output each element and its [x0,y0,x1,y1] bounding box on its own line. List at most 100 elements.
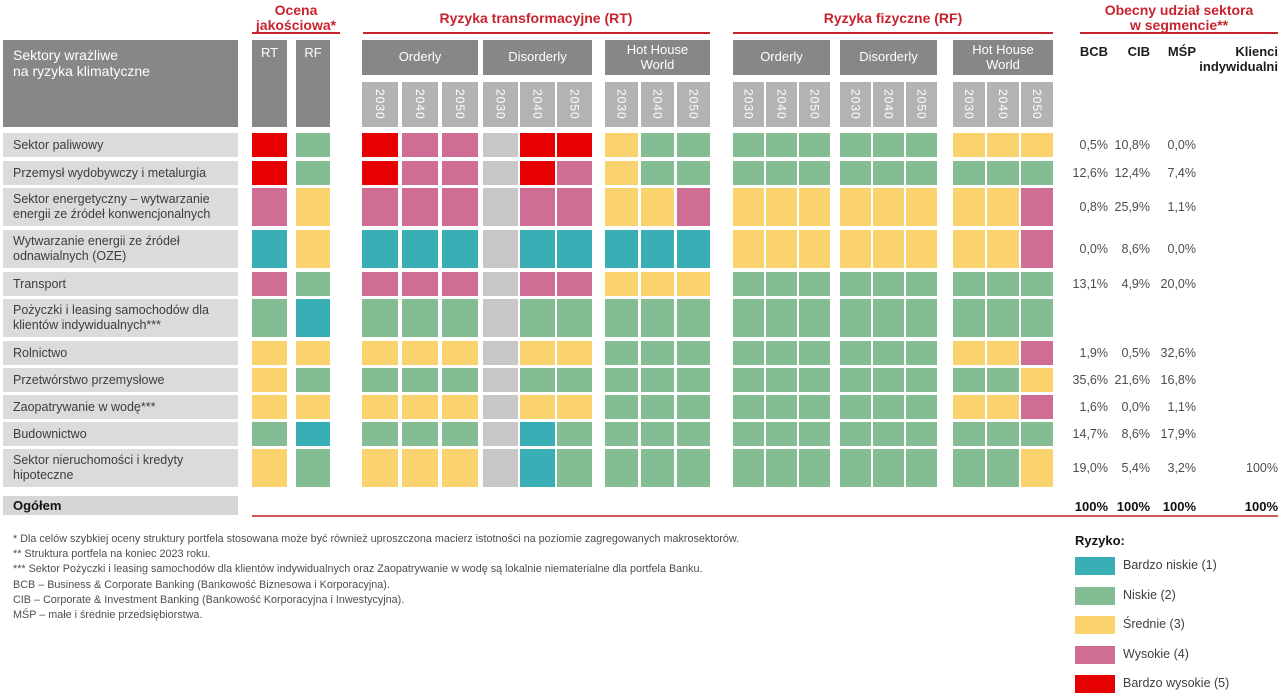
share-value: 19,0% [1072,460,1108,475]
risk-cell [873,188,904,226]
risk-cell [840,161,871,185]
year-header: 2030 [362,82,398,127]
quality-risk-cell [252,299,287,337]
share-value: 12,4% [1114,165,1150,180]
risk-cell [641,449,674,487]
risk-cell [483,341,518,365]
risk-cell [605,341,638,365]
quality-risk-cell [296,299,330,337]
risk-cell [442,161,478,185]
risk-cell [733,230,764,268]
legend-swatch [1075,586,1115,605]
share-value: 1,6% [1079,399,1109,414]
risk-cell [641,133,674,157]
share-value: 20,0% [1160,276,1196,291]
quality-risk-cell [296,422,330,446]
quality-rf-header: RF [296,40,330,127]
risk-cell [362,272,398,296]
quality-risk-cell [252,395,287,419]
year-label: 2030 [848,89,863,120]
risk-cell [1021,272,1053,296]
year-label: 2050 [567,89,582,120]
risk-cell [677,449,710,487]
risk-cell [402,161,438,185]
risk-cell [840,395,871,419]
year-header: 2030 [733,82,764,127]
risk-cell [520,188,555,226]
segment-header-msp: MŚP [1167,44,1196,59]
year-label: 2040 [530,89,545,120]
year-label: 2030 [493,89,508,120]
risk-cell [799,368,830,392]
risk-cell [733,299,764,337]
risk-cell [799,341,830,365]
quality-risk-cell [252,368,287,392]
share-value: 8,6% [1121,241,1151,256]
total-value-individual: 100% [1244,499,1278,514]
risk-cell [442,341,478,365]
risk-cell [906,395,937,419]
risk-cell [442,395,478,419]
risk-cell [840,341,871,365]
risk-cell [520,272,555,296]
risk-cell [766,299,797,337]
quality-risk-cell [296,341,330,365]
risk-cell [799,299,830,337]
quality-risk-cell [252,422,287,446]
risk-cell [677,133,710,157]
risk-cell [873,299,904,337]
quality-underline [252,32,340,34]
quality-risk-cell [296,272,330,296]
year-label: 2030 [741,89,756,120]
risk-cell [1021,341,1053,365]
risk-cell [953,341,985,365]
risk-cell [557,449,592,487]
rf-underline [733,32,1053,34]
risk-cell [1021,299,1053,337]
risk-cell [953,449,985,487]
risk-cell [677,368,710,392]
footnote-line: MŚP – małe i średnie przedsiębiorstwa. [13,609,203,622]
year-label: 2050 [453,89,467,120]
share-value: 17,9% [1160,426,1196,441]
risk-cell [953,133,985,157]
risk-cell [906,133,937,157]
risk-cell [906,422,937,446]
risk-cell [520,395,555,419]
risk-cell [799,133,830,157]
year-label: 2050 [914,89,929,120]
risk-cell [733,272,764,296]
rf-section-title: Ryzyka fizyczne (RF) [823,10,963,26]
risk-cell [557,272,592,296]
risk-cell [840,230,871,268]
sector-row-label: Wytwarzanie energii ze źródeł odnawialny… [3,230,238,268]
year-header: 2040 [520,82,555,127]
risk-cell [483,368,518,392]
share-value: 16,8% [1160,372,1196,387]
risk-cell [987,341,1019,365]
quality-risk-cell [252,161,287,185]
risk-cell [362,422,398,446]
risk-cell [362,133,398,157]
sector-row-label: Sektor nieruchomości i kredyty hipoteczn… [3,449,238,487]
share-value: 1,1% [1167,199,1197,214]
risk-cell [641,395,674,419]
share-value: 0,0% [1167,241,1197,256]
risk-cell [402,368,438,392]
risk-cell [1021,449,1053,487]
risk-cell [953,395,985,419]
risk-cell [641,299,674,337]
risk-cell [840,272,871,296]
risk-legend: Ryzyko: Bardzo niskie (1) Niskie (2) Średn… [1075,533,1275,694]
risk-cell [987,422,1019,446]
risk-cell [362,230,398,268]
quality-risk-cell [252,341,287,365]
risk-cell [557,188,592,226]
risk-cell [766,272,797,296]
rt-section-title: Ryzyka transformacyjne (RT) [439,10,633,26]
risk-cell [442,368,478,392]
risk-cell [1021,133,1053,157]
year-header: 2050 [799,82,830,127]
risk-cell [987,188,1019,226]
risk-cell [557,230,592,268]
